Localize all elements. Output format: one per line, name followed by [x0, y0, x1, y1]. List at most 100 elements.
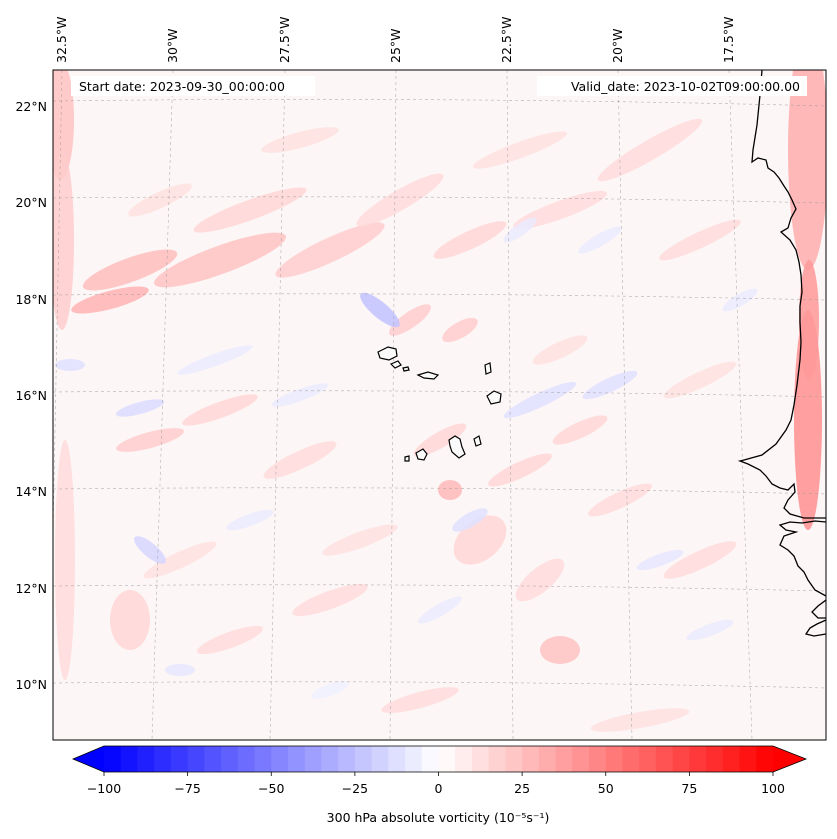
- vorticity-patch: [578, 226, 622, 254]
- colorbar-segment: [170, 746, 189, 772]
- africa-coastline: [737, 70, 826, 519]
- island-fogo: [415, 448, 428, 461]
- colorbar-segment: [254, 746, 272, 772]
- colorbar-segment: [120, 746, 139, 772]
- lat-label-14n: 14°N: [15, 484, 47, 499]
- colorbar-extend-right: [773, 746, 806, 772]
- lat-label-12n: 12°N: [15, 581, 47, 596]
- vorticity-patch: [381, 687, 459, 713]
- vorticity-patch: [292, 583, 368, 617]
- vorticity-patch: [588, 483, 652, 517]
- island-brava: [404, 455, 410, 462]
- lon-label-25w: 25°W: [388, 28, 403, 63]
- colorbar-segment: [388, 746, 406, 772]
- vorticity-patch: [177, 345, 253, 375]
- colorbar-segment: [438, 746, 456, 772]
- island-sao-vicente: [389, 360, 402, 369]
- colorbar-tick-label: −50: [258, 781, 284, 796]
- gridline-lat-18n: [53, 293, 826, 301]
- vorticity-patch: [452, 508, 488, 532]
- vorticity-patch: [433, 221, 507, 259]
- vorticity-patch: [413, 423, 467, 457]
- colorbar-extend-left: [73, 746, 104, 772]
- island-maio: [473, 435, 482, 447]
- island-santo-antao: [377, 346, 398, 361]
- guinea-coast: [811, 599, 826, 619]
- vorticity-patch: [196, 625, 264, 655]
- colorbar-segment: [471, 746, 490, 772]
- lon-label-22-5w: 22.5°W: [499, 17, 514, 63]
- vorticity-patch: [110, 590, 150, 650]
- gridline-lon-25w: [389, 70, 397, 740]
- gridline-lon-20w: [617, 70, 633, 740]
- vorticity-patch: [115, 399, 165, 417]
- colorbar-segment: [706, 746, 724, 772]
- colorbar-tick-label: 50: [598, 781, 614, 796]
- colorbar-segment: [538, 746, 557, 772]
- lon-labels: 32.5°W 30°W 27.5°W 25°W 22.5°W 20°W 17.5…: [54, 17, 736, 63]
- colorbar-tick-label: 0: [435, 781, 443, 796]
- vorticity-patch: [55, 359, 85, 371]
- vorticity-patch: [788, 70, 826, 270]
- vorticity-patch: [261, 127, 339, 153]
- island-santiago: [448, 435, 466, 459]
- colorbar-segment: [405, 746, 423, 772]
- vorticity-patch: [636, 549, 684, 571]
- colorbar-segments: [104, 746, 774, 772]
- vorticity-patch: [193, 187, 307, 233]
- map-panel: [53, 70, 826, 740]
- colorbar-segment: [371, 746, 389, 772]
- valid-date-label: Valid_date: 2023-10-02T09:00:00.00: [571, 79, 800, 94]
- vorticity-patch: [438, 480, 462, 500]
- lat-label-10n: 10°N: [15, 677, 47, 692]
- vorticity-patch: [55, 440, 75, 680]
- gambia-guinea-coast: [778, 520, 826, 597]
- colorbar-segment: [421, 746, 440, 772]
- vorticity-patch: [488, 453, 552, 487]
- colorbar: −100 −75 −50 −25 0 25 50 75 100 300 hPa absolute…: [71, 745, 808, 825]
- colorbar-segment: [522, 746, 540, 772]
- colorbar-segment: [321, 746, 339, 772]
- island-sal: [484, 362, 492, 375]
- vorticity-patch: [389, 304, 431, 336]
- map-background: [53, 70, 826, 740]
- lon-label-20w: 20°W: [610, 28, 625, 63]
- vorticity-patch: [53, 70, 74, 180]
- colorbar-label: 300 hPa absolute vorticity (10⁻⁵s⁻¹): [327, 810, 550, 825]
- vorticity-patch: [356, 173, 444, 227]
- lon-label-30w: 30°W: [165, 28, 180, 63]
- colorbar-segment: [572, 746, 590, 772]
- vorticity-patch: [182, 394, 258, 426]
- colorbar-segment: [672, 746, 690, 772]
- vorticity-patch: [71, 286, 149, 314]
- vorticity-patch: [722, 288, 758, 312]
- vorticity-patch: [472, 131, 568, 169]
- vorticity-patch: [311, 681, 349, 699]
- island-boa-vista: [486, 390, 502, 405]
- colorbar-tick-label: −25: [342, 781, 368, 796]
- gridline-lat-22n: [53, 99, 826, 107]
- vorticity-patch: [799, 260, 819, 380]
- vorticity-patch: [165, 664, 195, 676]
- vorticity-patch: [116, 428, 184, 452]
- start-date-label: Start date: 2023-09-30_00:00:00: [79, 79, 285, 94]
- lon-label-17-5w: 17.5°W: [721, 17, 736, 63]
- colorbar-segment: [739, 746, 757, 772]
- colorbar-segment: [304, 746, 323, 772]
- colorbar-segment: [154, 746, 172, 772]
- map-frame: [52, 69, 827, 741]
- lon-label-27-5w: 27.5°W: [277, 17, 292, 63]
- vorticity-field: [53, 70, 826, 732]
- island-santa-luzia: [402, 366, 410, 372]
- colorbar-segment: [589, 746, 607, 772]
- gridline-lat-16n: [53, 390, 826, 398]
- lon-label-32-5w: 32.5°W: [54, 17, 69, 63]
- colorbar-segment: [137, 746, 155, 772]
- vorticity-patch: [503, 381, 577, 419]
- lat-label-16n: 16°N: [15, 388, 47, 403]
- lat-label-18n: 18°N: [15, 292, 47, 307]
- colorbar-segment: [287, 746, 306, 772]
- colorbar-segment: [655, 746, 674, 772]
- lat-label-20n: 20°N: [15, 195, 47, 210]
- vorticity-patch: [590, 708, 690, 732]
